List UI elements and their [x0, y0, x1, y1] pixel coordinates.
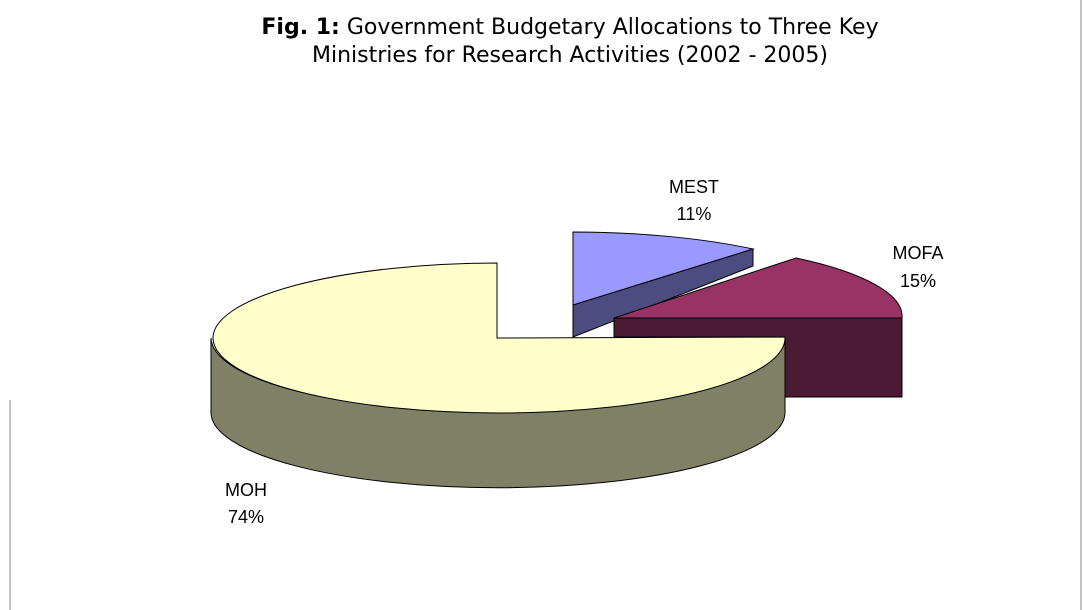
label-mofa-name: MOFA	[892, 243, 943, 263]
slice-moh	[210, 262, 786, 489]
slice-mofa-top	[613, 257, 903, 319]
label-moh-name: MOH	[225, 480, 267, 500]
chart-title: Fig. 1: Government Budgetary Allocations…	[120, 14, 1020, 70]
title-text-line1: Government Budgetary Allocations to Thre…	[346, 15, 879, 40]
label-mest-name: MEST	[669, 177, 719, 197]
label-mest-percent: 11%	[677, 204, 712, 224]
slice-mest	[572, 231, 755, 338]
figure-number: Fig. 1:	[261, 15, 340, 40]
slice-mest-top	[572, 231, 755, 306]
label-moh-percent: 74%	[228, 507, 264, 527]
chart-title-line1: Fig. 1: Government Budgetary Allocations…	[120, 14, 1020, 42]
chart-title-line2: Ministries for Research Activities (2002…	[312, 43, 828, 68]
slice-mofa	[613, 257, 903, 398]
slice-moh-top	[212, 262, 786, 414]
label-mofa-percent: 15%	[900, 271, 936, 291]
